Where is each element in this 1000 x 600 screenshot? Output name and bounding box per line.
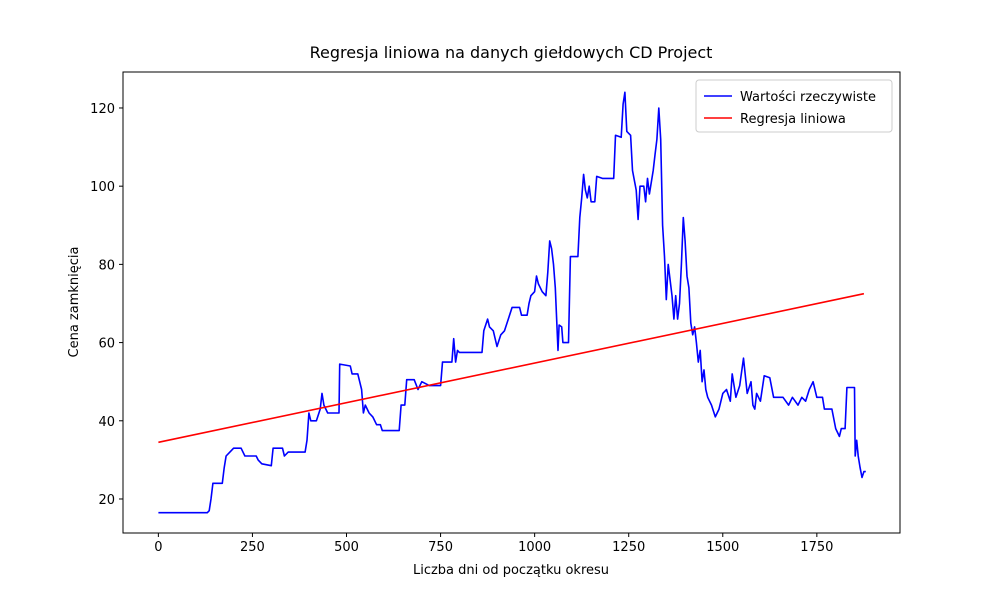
y-tick-label: 60 xyxy=(98,337,115,352)
y-tick-label: 40 xyxy=(98,415,115,430)
x-tick-label: 1500 xyxy=(706,540,739,555)
y-tick-label: 100 xyxy=(90,180,115,195)
x-tick-label: 500 xyxy=(334,540,359,555)
x-tick-label: 1750 xyxy=(800,540,833,555)
x-tick-label: 0 xyxy=(154,540,162,555)
x-tick-label: 250 xyxy=(240,540,265,555)
series-line xyxy=(158,91,866,514)
plot-frame xyxy=(122,71,901,534)
legend-label: Regresja liniowa xyxy=(740,112,846,127)
y-axis-label: Cena zamknięcia xyxy=(67,247,82,358)
y-tick-label: 20 xyxy=(98,493,115,508)
x-tick-label: 1250 xyxy=(612,540,645,555)
x-tick-label: 1000 xyxy=(518,540,551,555)
legend-label: Wartości rzeczywiste xyxy=(740,90,876,105)
legend-box xyxy=(695,79,893,133)
y-tick-label: 120 xyxy=(90,102,115,117)
x-tick-label: 750 xyxy=(428,540,453,555)
series-line xyxy=(158,292,865,444)
y-tick-label: 80 xyxy=(98,258,115,273)
x-axis-label: Liczba dni od początku okresu xyxy=(413,563,609,578)
chart-title: Regresja liniowa na danych giełdowych CD… xyxy=(310,43,713,62)
